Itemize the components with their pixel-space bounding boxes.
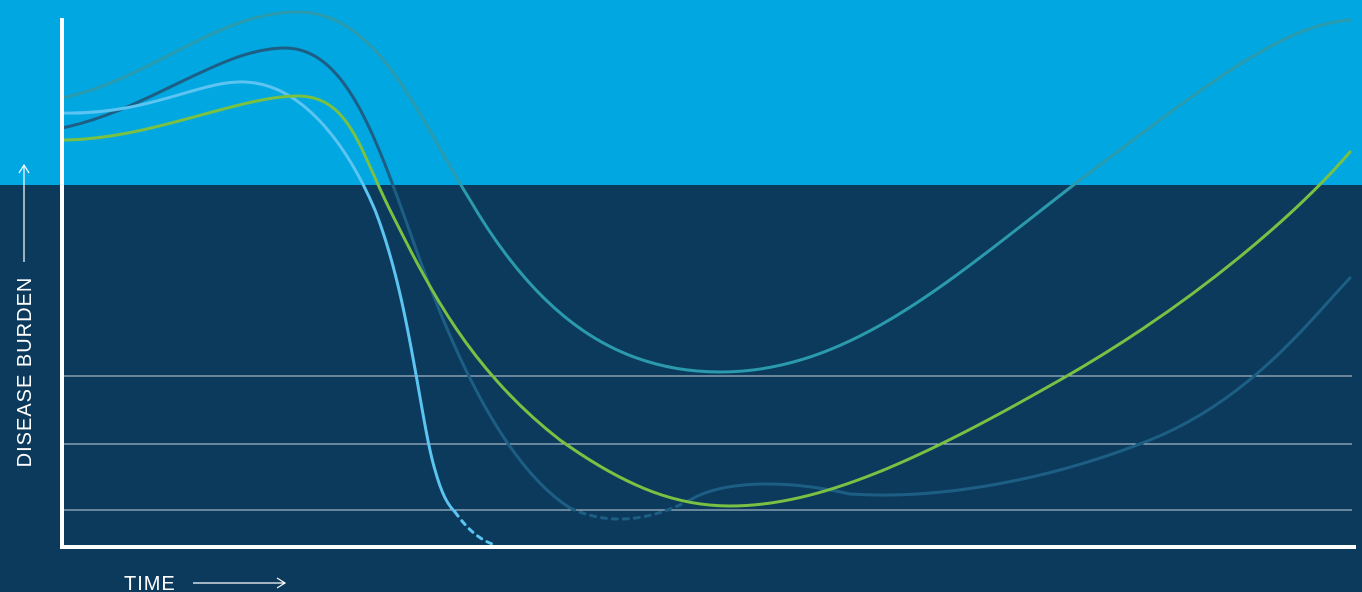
curve xyxy=(688,276,1352,502)
curve-dashed xyxy=(453,510,497,547)
curve-dashed xyxy=(568,498,692,521)
upper-band xyxy=(0,0,1362,185)
y-arrow xyxy=(18,163,30,262)
lower-band xyxy=(0,185,1362,592)
curve xyxy=(60,10,1352,374)
curves xyxy=(60,10,1352,547)
x-arrow xyxy=(193,577,287,589)
curve xyxy=(60,80,457,514)
y-axis-label: DISEASE BURDEN xyxy=(14,277,36,468)
curve xyxy=(60,94,1352,508)
curve xyxy=(60,46,572,510)
x-axis-label: TIME xyxy=(124,573,176,592)
